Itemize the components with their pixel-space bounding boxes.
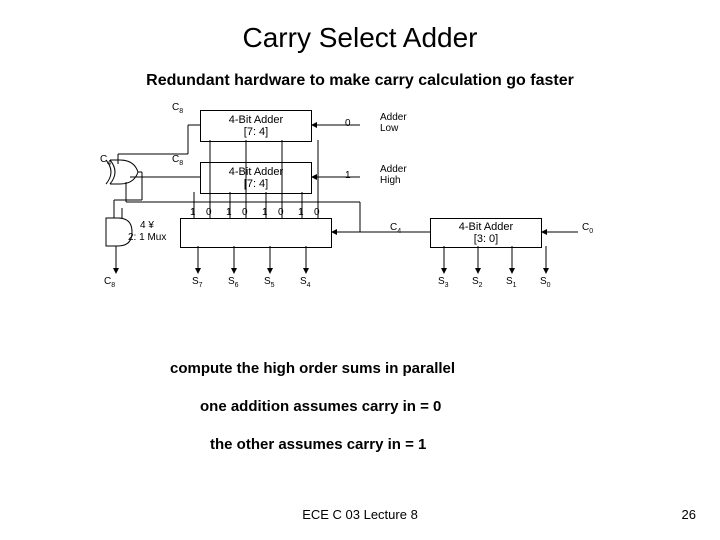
- page-number: 26: [682, 507, 696, 522]
- wires-svg: [100, 100, 660, 320]
- page-title: Carry Select Adder: [0, 22, 720, 54]
- footer-text: ECE C 03 Lecture 8: [0, 507, 720, 522]
- page-subtitle: Redundant hardware to make carry calcula…: [0, 72, 720, 90]
- note-2: one addition assumes carry in = 0: [200, 398, 441, 415]
- diagram-area: 4-Bit Adder [7: 4] 4-Bit Adder [7: 4] 4-…: [100, 100, 660, 320]
- note-3: the other assumes carry in = 1: [210, 436, 426, 453]
- note-1: compute the high order sums in parallel: [170, 360, 455, 377]
